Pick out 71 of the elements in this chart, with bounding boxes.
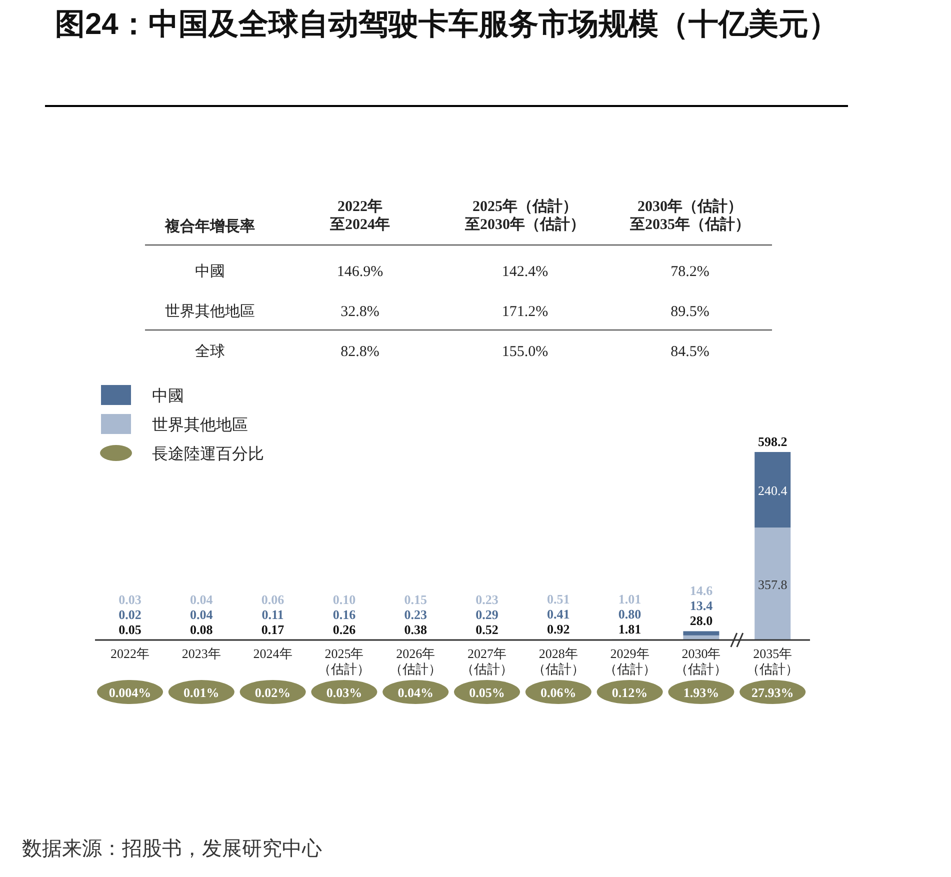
text: 2030年（估計）至2035年（估計）: [629, 198, 750, 233]
data-label: 27.93%: [751, 685, 794, 700]
data-label: 0.80: [618, 606, 642, 622]
data-label: 0.11: [262, 606, 284, 622]
x-tick-label: 2024年: [253, 646, 292, 661]
data-label: 14.6: [690, 583, 714, 598]
x-tick-label: 2035年（估計）: [746, 646, 799, 677]
text: 2025年（估計）至2030年（估計）: [464, 198, 585, 233]
data-label: 0.04: [190, 592, 214, 607]
total-label: 0.52: [476, 622, 498, 637]
data-label: 240.4: [758, 482, 788, 498]
total-label: 28.0: [690, 613, 713, 628]
legend-label: 中國: [152, 387, 184, 405]
total-label: 0.17: [261, 622, 285, 637]
data-label: 357.8: [758, 576, 788, 592]
data-label: 1.93%: [683, 685, 720, 700]
legend-label: 世界其他地區: [152, 416, 248, 434]
data-label: 0.29: [476, 606, 499, 622]
text: 78.2%: [670, 264, 710, 280]
text: 全球: [195, 343, 225, 360]
text: 89.5%: [670, 304, 710, 320]
data-label: 0.02%: [254, 685, 291, 700]
data-label: 0.41: [547, 606, 570, 622]
text: 146.9%: [336, 264, 384, 280]
data-label: 0.05%: [469, 685, 505, 700]
x-tick-label: 2027年（估計）: [461, 646, 513, 677]
total-label: 598.2: [758, 434, 788, 449]
chart-title: 图24：中国及全球自动驾驶卡车服务市场规模（十亿美元）: [55, 6, 840, 43]
data-label: 0.16: [332, 606, 356, 622]
text: 82.8%: [340, 344, 380, 360]
total-label: 0.38: [404, 622, 428, 637]
x-tick-label: 2022年: [110, 646, 150, 661]
data-label: 0.03: [118, 592, 142, 607]
data-label: 0.10: [332, 592, 356, 607]
data-label: 0.06: [261, 592, 285, 607]
total-label: 0.26: [332, 622, 356, 637]
text: 複合年增長率: [164, 217, 255, 235]
data-label: 0.04%: [398, 685, 434, 700]
total-label: 0.08: [190, 622, 214, 637]
text: 142.4%: [502, 264, 548, 280]
data-label: 0.06%: [540, 685, 576, 700]
total-label: 1.81: [618, 621, 642, 636]
data-label: 0.02: [118, 606, 142, 622]
legend-label: 長途陸運百分比: [152, 445, 264, 463]
total-label: 0.05: [118, 622, 142, 637]
data-label: 13.4: [690, 598, 714, 614]
text: 世界其他地區: [165, 303, 255, 320]
data-label: 0.03%: [326, 685, 362, 700]
data-label: 0.51: [547, 592, 570, 607]
data-label: 0.23: [476, 592, 499, 607]
data-label: 0.12%: [612, 685, 648, 700]
data-label: 0.23: [404, 606, 428, 622]
data-label: 0.04: [190, 606, 214, 622]
x-tick-label: 2025年（估計）: [318, 646, 370, 677]
text: 32.8%: [340, 304, 380, 320]
data-label: 0.15: [404, 592, 428, 607]
source-note: 数据来源：招股书，发展研究中心: [22, 838, 322, 860]
data-label: 0.01%: [184, 685, 220, 700]
x-tick-label: 2030年（估計）: [675, 646, 728, 677]
x-tick-label: 2029年（估計）: [604, 646, 656, 677]
text: 中國: [195, 263, 225, 280]
text: 171.2%: [502, 304, 548, 320]
text: 155.0%: [502, 344, 548, 360]
data-label: 0.004%: [108, 685, 152, 700]
x-tick-label: 2023年: [182, 646, 221, 661]
x-tick-label: 2028年（估計）: [532, 646, 584, 677]
text: 2022年至2024年: [329, 198, 390, 233]
x-tick-label: 2026年（估計）: [390, 646, 442, 677]
text: 84.5%: [670, 344, 710, 360]
data-label: 1.01: [618, 591, 642, 606]
total-label: 0.92: [547, 622, 570, 637]
